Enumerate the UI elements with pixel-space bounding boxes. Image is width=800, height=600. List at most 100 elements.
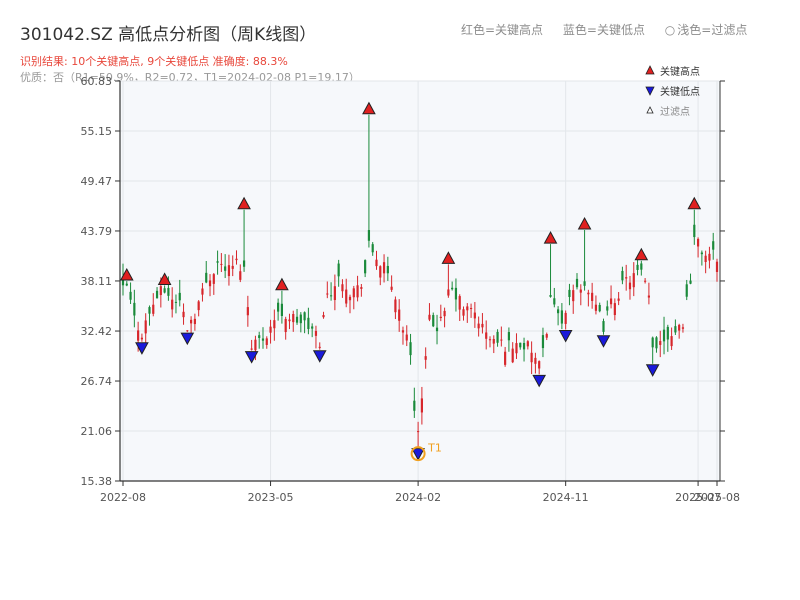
candle-body (632, 273, 635, 288)
candle-body (681, 327, 685, 329)
candle-body (685, 284, 688, 297)
candle-body (197, 301, 200, 311)
candle-body (235, 258, 238, 261)
candle-body (386, 265, 389, 274)
candle-body (360, 287, 363, 289)
candle-body (602, 321, 605, 332)
candle-body (280, 303, 284, 317)
candle-body (587, 292, 590, 295)
candle-body (625, 277, 628, 279)
candle-body (163, 288, 166, 293)
candle-body (500, 339, 503, 341)
key-high-marker (119, 267, 134, 281)
candle-body (250, 348, 253, 350)
candle-body (269, 326, 272, 333)
key-high-marker (362, 101, 376, 115)
candle-body (352, 288, 355, 298)
candle-body (273, 320, 276, 329)
candle-body (700, 252, 703, 255)
candle-body (242, 260, 246, 267)
candle-body (651, 337, 654, 348)
key-low-marker (558, 329, 573, 343)
candle-body (636, 264, 639, 270)
legend-low-icon (645, 86, 655, 96)
candle-body (428, 314, 431, 320)
candle-body (326, 293, 329, 295)
candle-body (409, 342, 412, 356)
candle-body (545, 334, 548, 338)
candle-body (466, 306, 469, 311)
candle-body (640, 263, 643, 270)
candles (121, 114, 719, 448)
candle-body (451, 287, 454, 290)
candle-body (277, 302, 280, 312)
key-high-marker (543, 231, 558, 244)
key-low-marker (244, 351, 259, 364)
candle-body (693, 224, 696, 238)
candle-body (212, 274, 215, 284)
candle-body (462, 309, 465, 316)
candle-body (594, 304, 598, 311)
color-key: 红色=关键高点 蓝色=关键低点 ○ 浅色=过滤点 (461, 21, 763, 38)
candle-body (696, 238, 700, 247)
candle-body (530, 352, 533, 363)
candle-body (356, 285, 359, 298)
candle-body (606, 306, 609, 311)
candle-body (246, 307, 249, 316)
candle-body (390, 286, 393, 290)
candle-body (662, 329, 666, 342)
candle-body (303, 312, 306, 321)
candle-body (182, 311, 185, 318)
candle-body (678, 324, 681, 331)
candle-body (159, 286, 162, 296)
y-tick-label: 21.06 (81, 425, 113, 438)
x-tick-label: 2025-08 (694, 491, 740, 504)
candle-body (178, 292, 181, 301)
candle-body (526, 341, 529, 347)
candle-body (715, 261, 719, 272)
candle-body (515, 343, 518, 354)
chart-title: 301042.SZ 高低点分析图（周K线图） (20, 25, 317, 45)
candle-body (556, 309, 560, 314)
candle-body (288, 319, 291, 322)
x-tick-label: 2024-02 (395, 491, 441, 504)
candle-body (579, 289, 582, 293)
candle-body (564, 312, 567, 324)
candle-body (348, 296, 352, 301)
candle-body (174, 301, 178, 303)
candle-body (492, 338, 495, 344)
candle-body (568, 289, 571, 297)
candle-body (511, 348, 514, 363)
legend-label: 关键低点 (660, 85, 700, 98)
candle-body (538, 361, 541, 369)
legend-label: 关键高点 (660, 65, 700, 78)
candle-body (644, 280, 647, 282)
candle-body (628, 282, 632, 290)
y-tick-label: 26.74 (81, 375, 113, 388)
candle-body (186, 330, 189, 332)
candle-body (704, 255, 707, 263)
candle-body (258, 335, 261, 339)
legend-high-icon (645, 65, 655, 75)
candle-body (144, 320, 147, 334)
candle-body (659, 341, 662, 345)
candle-body (155, 290, 159, 299)
candle-body (201, 288, 204, 295)
candle-body (318, 346, 321, 348)
candle-body (220, 263, 223, 265)
candle-body (382, 262, 386, 274)
candle-body (205, 272, 208, 283)
candle-body (329, 295, 333, 297)
candle-body (401, 330, 405, 333)
candle-body (148, 307, 151, 314)
candle-body (481, 323, 484, 328)
candle-body (254, 339, 257, 351)
candle-body (432, 315, 435, 327)
t1-circle (410, 446, 426, 462)
key-high-marker (441, 251, 456, 264)
candle-body (193, 318, 196, 325)
y-tick-label: 49.47 (81, 175, 113, 188)
candle-body (712, 241, 715, 250)
y-tick-label: 43.79 (81, 225, 113, 238)
